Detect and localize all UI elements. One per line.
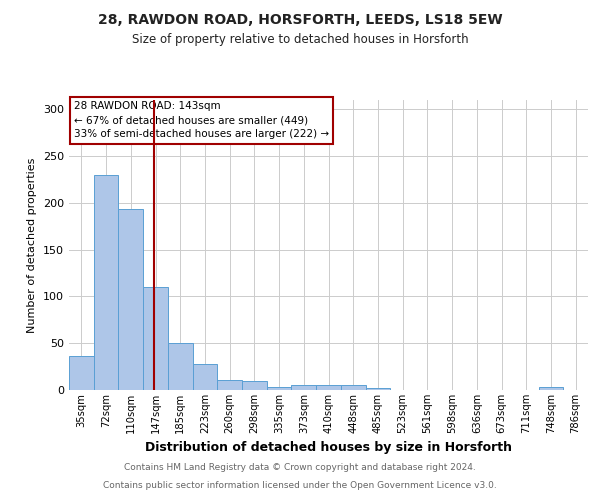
Bar xyxy=(365,388,390,390)
Bar xyxy=(242,380,267,390)
Text: Contains public sector information licensed under the Open Government Licence v3: Contains public sector information licen… xyxy=(103,481,497,490)
Y-axis label: Number of detached properties: Number of detached properties xyxy=(28,158,37,332)
Text: 28 RAWDON ROAD: 143sqm
← 67% of detached houses are smaller (449)
33% of semi-de: 28 RAWDON ROAD: 143sqm ← 67% of detached… xyxy=(74,102,329,140)
Bar xyxy=(143,287,168,390)
Bar xyxy=(168,343,193,390)
Bar xyxy=(341,386,365,390)
Text: Size of property relative to detached houses in Horsforth: Size of property relative to detached ho… xyxy=(131,32,469,46)
Bar xyxy=(316,386,341,390)
Bar xyxy=(69,356,94,390)
Bar xyxy=(292,386,316,390)
Bar xyxy=(217,380,242,390)
Bar xyxy=(118,210,143,390)
X-axis label: Distribution of detached houses by size in Horsforth: Distribution of detached houses by size … xyxy=(145,442,512,454)
Bar xyxy=(193,364,217,390)
Bar xyxy=(267,387,292,390)
Bar xyxy=(94,175,118,390)
Text: 28, RAWDON ROAD, HORSFORTH, LEEDS, LS18 5EW: 28, RAWDON ROAD, HORSFORTH, LEEDS, LS18 … xyxy=(98,12,502,26)
Text: Contains HM Land Registry data © Crown copyright and database right 2024.: Contains HM Land Registry data © Crown c… xyxy=(124,464,476,472)
Bar xyxy=(539,387,563,390)
